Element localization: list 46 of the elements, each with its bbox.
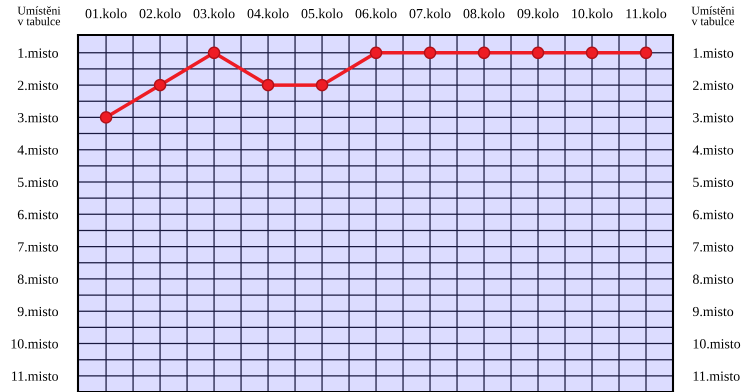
y-tick-label: 1.misto bbox=[18, 48, 58, 58]
x-tick-label: 11.kolo bbox=[626, 8, 666, 18]
y2-tick-label: 2.misto bbox=[693, 80, 734, 90]
point bbox=[640, 46, 652, 60]
y2-tick-label: 8.misto bbox=[692, 274, 734, 284]
x-tick-label: 03.kolo bbox=[194, 8, 235, 18]
y2-tick-label: 5.misto bbox=[693, 178, 734, 188]
y-tick-label: 2.misto bbox=[18, 80, 58, 90]
x-tick-label: 07.kolo bbox=[410, 8, 451, 18]
y2-tick-label: 11.misto bbox=[694, 371, 740, 381]
point bbox=[532, 46, 544, 60]
y2-axis-title: Umístěni v tabulce bbox=[692, 6, 734, 26]
y-tick-label: 9.misto bbox=[18, 306, 58, 316]
y2-tick-label: 7.misto bbox=[693, 242, 734, 252]
y-tick-label: 8.misto bbox=[18, 274, 58, 284]
x-tick-label: 08.kolo bbox=[464, 8, 505, 18]
y2-tick-label: 6.misto bbox=[693, 210, 734, 220]
y2-tick-label: 10.misto bbox=[694, 339, 740, 349]
point bbox=[208, 46, 220, 60]
y-tick-label: 11.misto bbox=[12, 371, 58, 381]
x-tick-label: 04.kolo bbox=[248, 8, 289, 18]
y2-tick-label: 4.misto bbox=[692, 145, 734, 155]
x-tick-label: 02.kolo bbox=[140, 8, 181, 18]
y-tick-label: 6.misto bbox=[18, 210, 58, 220]
y-tick-label: 5.misto bbox=[18, 178, 58, 188]
y-axis-title: Umístěni v tabulce bbox=[18, 6, 60, 26]
y-tick-label: 7.misto bbox=[18, 242, 58, 252]
x-tick-label: 10.kolo bbox=[572, 8, 613, 18]
x-tick-label: 05.kolo bbox=[302, 8, 343, 18]
x-tick-label: 01.kolo bbox=[86, 8, 127, 18]
y-tick-label: 3.misto bbox=[18, 113, 58, 122]
point bbox=[586, 46, 598, 60]
y2-tick-label: 3.misto bbox=[693, 113, 734, 122]
y-tick-label: 10.misto bbox=[12, 339, 58, 349]
point bbox=[262, 78, 274, 92]
y2-tick-label: 9.misto bbox=[692, 306, 734, 316]
y2-tick-label: 1.misto bbox=[694, 48, 734, 58]
point bbox=[100, 111, 112, 124]
y-tick-label: 4.misto bbox=[18, 145, 58, 155]
point bbox=[154, 78, 166, 92]
point bbox=[424, 46, 436, 60]
x-tick-label: 06.kolo bbox=[356, 8, 397, 18]
x-tick-label: 09.kolo bbox=[518, 8, 559, 18]
point bbox=[478, 46, 490, 60]
point bbox=[316, 78, 328, 92]
point bbox=[370, 46, 382, 60]
